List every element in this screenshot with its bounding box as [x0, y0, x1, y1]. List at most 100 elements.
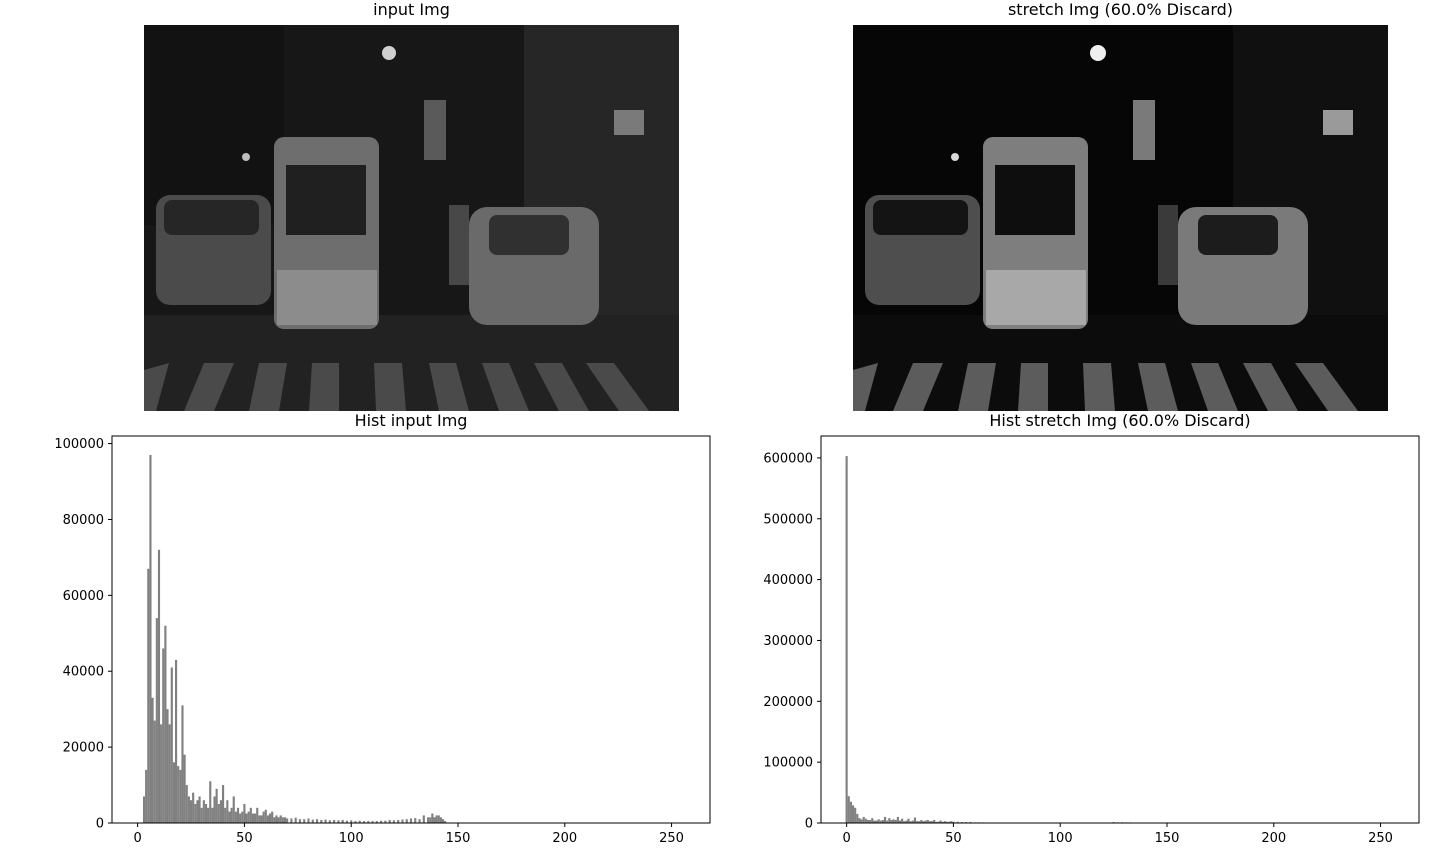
stretch-x-tick-label: 50: [945, 831, 962, 846]
input-histogram-bar: [211, 807, 214, 823]
input-y-tick-label: 100000: [54, 437, 104, 452]
input-histogram: 0 50 100 150 200 250 0 20000 40000 60000 80000 1000…: [54, 435, 711, 846]
stretch-street-scene: [853, 25, 1388, 411]
input-histogram-bar: [204, 804, 208, 823]
input-histogram-bar: [260, 815, 263, 823]
input-histogram-bar: [380, 820, 383, 823]
input-histogram-bar: [247, 811, 250, 823]
stretch-histogram-bar: [930, 821, 934, 823]
input-histogram-bar: [149, 454, 152, 823]
input-histogram-bar: [275, 815, 278, 823]
input-histogram-bar: [431, 813, 434, 823]
input-histogram-bar: [298, 819, 302, 823]
input-histogram-title: Hist input Img: [354, 411, 468, 430]
stretch-histogram-bar: [969, 822, 972, 823]
stretch-histogram-bar: [952, 821, 955, 823]
input-histogram-bar: [437, 815, 440, 823]
stretch-y-tick-label: 100000: [763, 756, 813, 771]
stretch-histogram-bar: [1112, 822, 1115, 823]
input-histogram-bar: [194, 804, 197, 823]
input-histogram-bar: [433, 817, 436, 823]
input-histogram-bar: [362, 821, 366, 823]
stretch-histogram-bar: [877, 819, 880, 823]
stretch-histogram-bar: [875, 820, 878, 823]
input-histogram-bar: [264, 809, 267, 823]
stretch-histogram-bar: [873, 820, 876, 823]
input-histogram-bar: [414, 818, 417, 823]
stretch-histogram-bar: [916, 821, 919, 823]
input-histogram-bar: [245, 813, 248, 823]
stretch-histogram-bar: [911, 820, 914, 823]
stretch-histogram-bar: [849, 801, 852, 823]
stretch-histogram-bar: [960, 822, 964, 823]
stretch-y-tick-label: 400000: [763, 573, 813, 588]
input-histogram-bar: [196, 800, 199, 823]
input-histogram-bar: [405, 819, 408, 823]
input-histogram-bar: [350, 820, 353, 823]
stretch-histogram-bar: [888, 818, 891, 823]
stretch-image: [853, 25, 1388, 411]
input-histogram-bar: [172, 762, 176, 823]
input-histogram-bar: [337, 820, 340, 823]
stretch-y-tick-label: 300000: [763, 634, 813, 649]
stretch-histogram-bar: [935, 821, 938, 823]
input-histogram-bar: [281, 817, 284, 823]
stretch-histogram-bar: [871, 818, 874, 823]
input-histogram-bar: [142, 796, 146, 823]
stretch-histogram-bar: [845, 456, 848, 823]
input-histogram-bar: [198, 796, 201, 823]
stretch-histogram-bar: [894, 819, 897, 823]
input-histogram-bar: [181, 705, 184, 823]
input-histogram-bar: [215, 788, 218, 823]
stretch-histogram-bar: [866, 819, 870, 823]
stretch-histogram-bar: [881, 819, 885, 823]
input-histogram-bar: [279, 815, 282, 823]
input-y-tick-label: 40000: [63, 665, 104, 680]
input-histogram-bar: [183, 754, 186, 823]
stretch-histogram-bar: [860, 819, 863, 823]
input-x-tick-label: 150: [446, 831, 471, 846]
input-histogram-bar: [192, 792, 195, 823]
input-histogram-bar: [268, 813, 272, 823]
stretch-histogram-bar: [945, 821, 949, 823]
input-y-tick-label: 20000: [63, 741, 104, 756]
stretch-histogram-bar: [920, 819, 923, 823]
stretch-histogram-bar: [913, 817, 917, 823]
input-histogram-bar: [187, 796, 190, 823]
input-histogram-bar: [239, 813, 242, 823]
input-histogram-bar: [277, 817, 280, 823]
stretch-histogram-bar: [907, 818, 910, 823]
input-x-tick-label: 250: [659, 831, 684, 846]
input-histogram-bar: [145, 769, 148, 823]
input-histogram-bar: [307, 818, 310, 823]
stretch-histogram-bar: [851, 805, 855, 823]
stretch-x-tick-label: 250: [1368, 831, 1393, 846]
input-histogram-bar: [236, 807, 240, 823]
stretch-histogram-axes-frame: [820, 435, 1420, 824]
input-histogram-bar: [320, 819, 323, 823]
stretch-histogram-bar: [918, 821, 921, 823]
input-histogram-bar: [189, 800, 193, 823]
stretch-histogram-bar: [903, 821, 906, 823]
input-histogram-bar: [427, 817, 430, 823]
stretch-image-title: stretch Img (60.0% Discard): [1007, 0, 1234, 19]
input-histogram-bar: [397, 819, 400, 823]
stretch-histogram-bar: [1121, 822, 1124, 823]
input-histogram-bar: [213, 796, 216, 823]
input-y-tick-label: 0: [96, 817, 104, 832]
input-histogram-bar: [179, 769, 182, 823]
input-histogram-bar: [354, 821, 357, 823]
input-histogram-bar: [266, 815, 269, 823]
stretch-histogram-bar: [924, 820, 927, 823]
stretch-histogram-bar: [928, 821, 931, 823]
input-histogram-bar: [384, 820, 387, 823]
input-histogram-bar: [162, 648, 165, 823]
stretch-histogram-bar: [864, 818, 867, 823]
input-histogram-bar: [164, 625, 167, 823]
input-histogram-bar: [160, 724, 163, 823]
stretch-histogram-bar: [922, 821, 925, 823]
stretch-histogram-bar: [892, 819, 895, 823]
input-histogram-bar: [175, 659, 178, 823]
stretch-histogram-bar: [847, 796, 850, 823]
input-histogram-bar: [157, 549, 161, 823]
